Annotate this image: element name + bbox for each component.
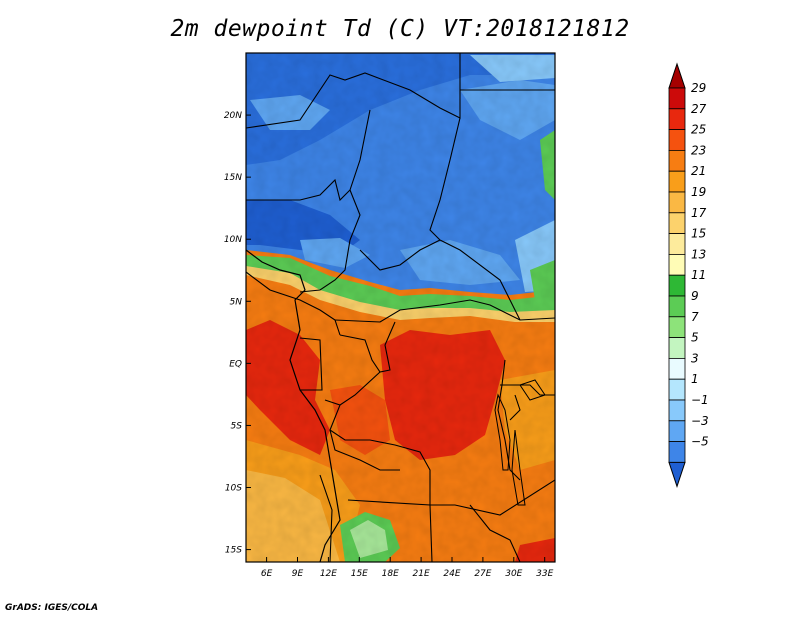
colorbar-swatch [668,441,686,463]
colorbar-labels: 29 27 25 23 21 19 17 15 13 11 9 7 5 3 1 −1 −3 −5 [691,81,709,449]
y-tick-label: 10N [224,235,242,245]
country-borders [246,53,555,562]
x-tick-label: 6E [261,569,273,579]
colorbar-label: 29 [691,81,706,95]
colorbar-swatch [668,129,686,151]
x-tick-label: 15E [351,569,368,579]
y-tick-label: 15S [225,546,242,556]
colorbar-swatch [668,108,686,131]
map-fill [246,53,555,562]
colorbar-label: −3 [691,414,709,428]
colorbar-swatch [668,149,686,172]
y-tick-label: 5S [231,421,243,431]
colorbar-swatch [668,295,686,318]
colorbar-label: −5 [691,435,709,449]
y-tick-label: 10S [225,484,242,494]
colorbar-label: 11 [691,268,706,282]
colorbar-label: 1 [691,372,699,386]
colorbar-swatch [668,170,686,193]
colorbar-label: 13 [691,247,706,261]
colorbar-swatch [668,357,686,380]
colorbar-swatch [668,191,686,214]
colorbar-label: 15 [691,227,706,241]
colorbar-label: 21 [691,164,706,178]
x-tick-label: 12E [320,569,337,579]
y-axis-ticks: 20N 15N 10N 5N EQ 5S 10S 15S [224,111,251,556]
y-tick-label: 5N [230,297,243,307]
colorbar-label: 23 [691,143,706,157]
colorbar-label: 17 [691,206,707,220]
y-tick-label: 20N [224,111,242,121]
x-tick-label: 21E [413,569,430,579]
colorbar-swatch [668,337,686,359]
x-tick-label: 33E [536,569,553,579]
colorbar-label: 19 [691,185,706,199]
x-tick-label: 24E [443,569,460,579]
colorbar-label: 7 [691,310,699,324]
colorbar-swatch [668,253,686,276]
colorbar-swatch [668,87,686,110]
colorbar-swatch [668,378,686,401]
grads-credit: GrADS: IGES/COLA [5,603,99,613]
y-tick-label: EQ [229,359,242,369]
map-frame [245,52,556,563]
x-tick-label: 9E [292,569,304,579]
colorbar-swatch [668,212,686,235]
colorbar-label: −1 [691,393,709,407]
colorbar-swatch [668,233,686,255]
map-title: 2m dewpoint Td (C) VT:2018121812 [170,16,630,42]
x-axis-ticks: 6E 9E 12E 15E 18E 21E 24E 27E 30E 33E [261,557,554,579]
colorbar-top-arrow [668,62,686,89]
colorbar-label: 27 [691,102,707,116]
colorbar-label: 5 [691,331,699,345]
colorbar-label: 9 [691,289,699,303]
x-tick-label: 30E [505,569,522,579]
colorbar-bottom-arrow [668,461,686,488]
y-tick-label: 15N [224,173,242,183]
colorbar-swatch [668,274,686,297]
colorbar-swatch [668,399,686,422]
x-tick-label: 27E [474,569,491,579]
colorbar-label: 25 [691,123,706,137]
x-tick-label: 18E [382,569,399,579]
colorbar-swatch [668,420,686,442]
colorbar [668,62,686,488]
colorbar-swatch [668,316,686,338]
colorbar-label: 3 [691,351,699,365]
